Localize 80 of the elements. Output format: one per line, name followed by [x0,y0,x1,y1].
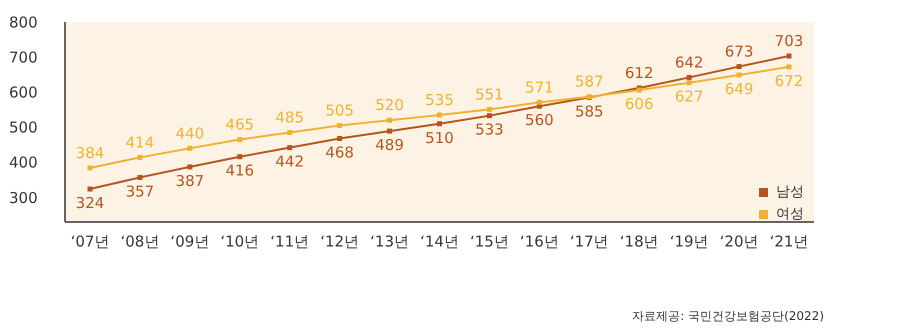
data-label: 672 [774,72,804,90]
data-label: 485 [275,108,304,127]
y-tick-label: 400 [9,154,38,172]
x-tick-label: ‘21년 [770,232,808,251]
x-tick-label: ‘20년 [720,232,758,251]
legend-label: 여성 [775,205,804,224]
point [636,88,642,93]
point [486,106,492,112]
x-tick-label: ‘15년 [470,232,509,251]
point [686,74,692,80]
data-label: 384 [76,144,104,162]
point [137,154,142,160]
point [486,113,492,118]
data-label: 442 [275,152,304,171]
point [437,112,442,118]
legend-label: 남성 [775,183,804,202]
x-tick-label: ‘09년 [170,232,210,251]
data-label: 440 [176,124,204,142]
data-label: 357 [126,182,154,200]
data-label: 612 [624,64,654,82]
x-tick-label: ‘13년 [370,232,409,251]
point [88,186,92,192]
data-label: 510 [425,128,454,147]
data-label: 649 [724,80,754,98]
point [287,145,292,150]
point [287,130,292,136]
point [337,136,342,141]
data-label: 416 [225,162,254,180]
x-tick-label: ‘07년 [70,232,110,251]
text: 자료제공: 국민건강보험공단(2022) [631,308,825,325]
point [437,121,442,126]
y-tick-label: 800 [9,13,38,32]
x-tick-label: ‘11년 [270,232,310,251]
x-tick-label: ‘19년 [670,232,709,251]
x-tick-label: ‘10년 [220,232,260,251]
data-label: 560 [525,111,554,130]
data-label: 414 [126,133,154,152]
data-label: 642 [674,53,704,72]
y-tick-label: 700 [9,48,38,66]
data-label: 387 [176,172,204,190]
y-tick-label: 600 [9,84,38,102]
point [387,128,392,134]
point [786,54,792,59]
point [187,164,192,170]
point [237,137,242,142]
y-tick-label: 300 [9,188,38,207]
data-label: 535 [425,90,454,109]
data-label: 533 [475,120,504,139]
data-label: 627 [674,88,704,106]
point [337,123,342,128]
data-label: 468 [325,143,354,162]
data-label: 505 [325,102,354,120]
point [137,174,142,180]
data-label: 703 [774,32,804,50]
data-label: 489 [375,136,404,154]
point [786,64,792,70]
point [237,154,242,160]
data-label: 606 [624,95,654,114]
y-tick-label: 500 [9,118,38,137]
point [387,118,392,123]
point [736,72,742,78]
data-label: 324 [76,194,104,212]
data-label: 465 [225,116,254,134]
data-label: 585 [574,102,604,120]
data-label: 587 [574,72,604,91]
point [736,64,742,70]
x-tick-label: ‘18년 [620,232,659,251]
point [686,80,692,86]
point [88,165,92,170]
x-tick-label: ‘17년 [570,232,609,251]
data-label: 520 [375,96,404,114]
data-label: 571 [525,78,554,96]
point [187,146,192,151]
x-tick-label: ‘12년 [320,232,360,251]
data-label: 673 [724,42,754,61]
x-tick-label: ‘16년 [520,232,559,251]
point [536,100,542,105]
x-tick-label: ‘08년 [120,232,160,251]
x-tick-label: ‘14년 [420,232,459,251]
data-label: 551 [475,85,504,104]
